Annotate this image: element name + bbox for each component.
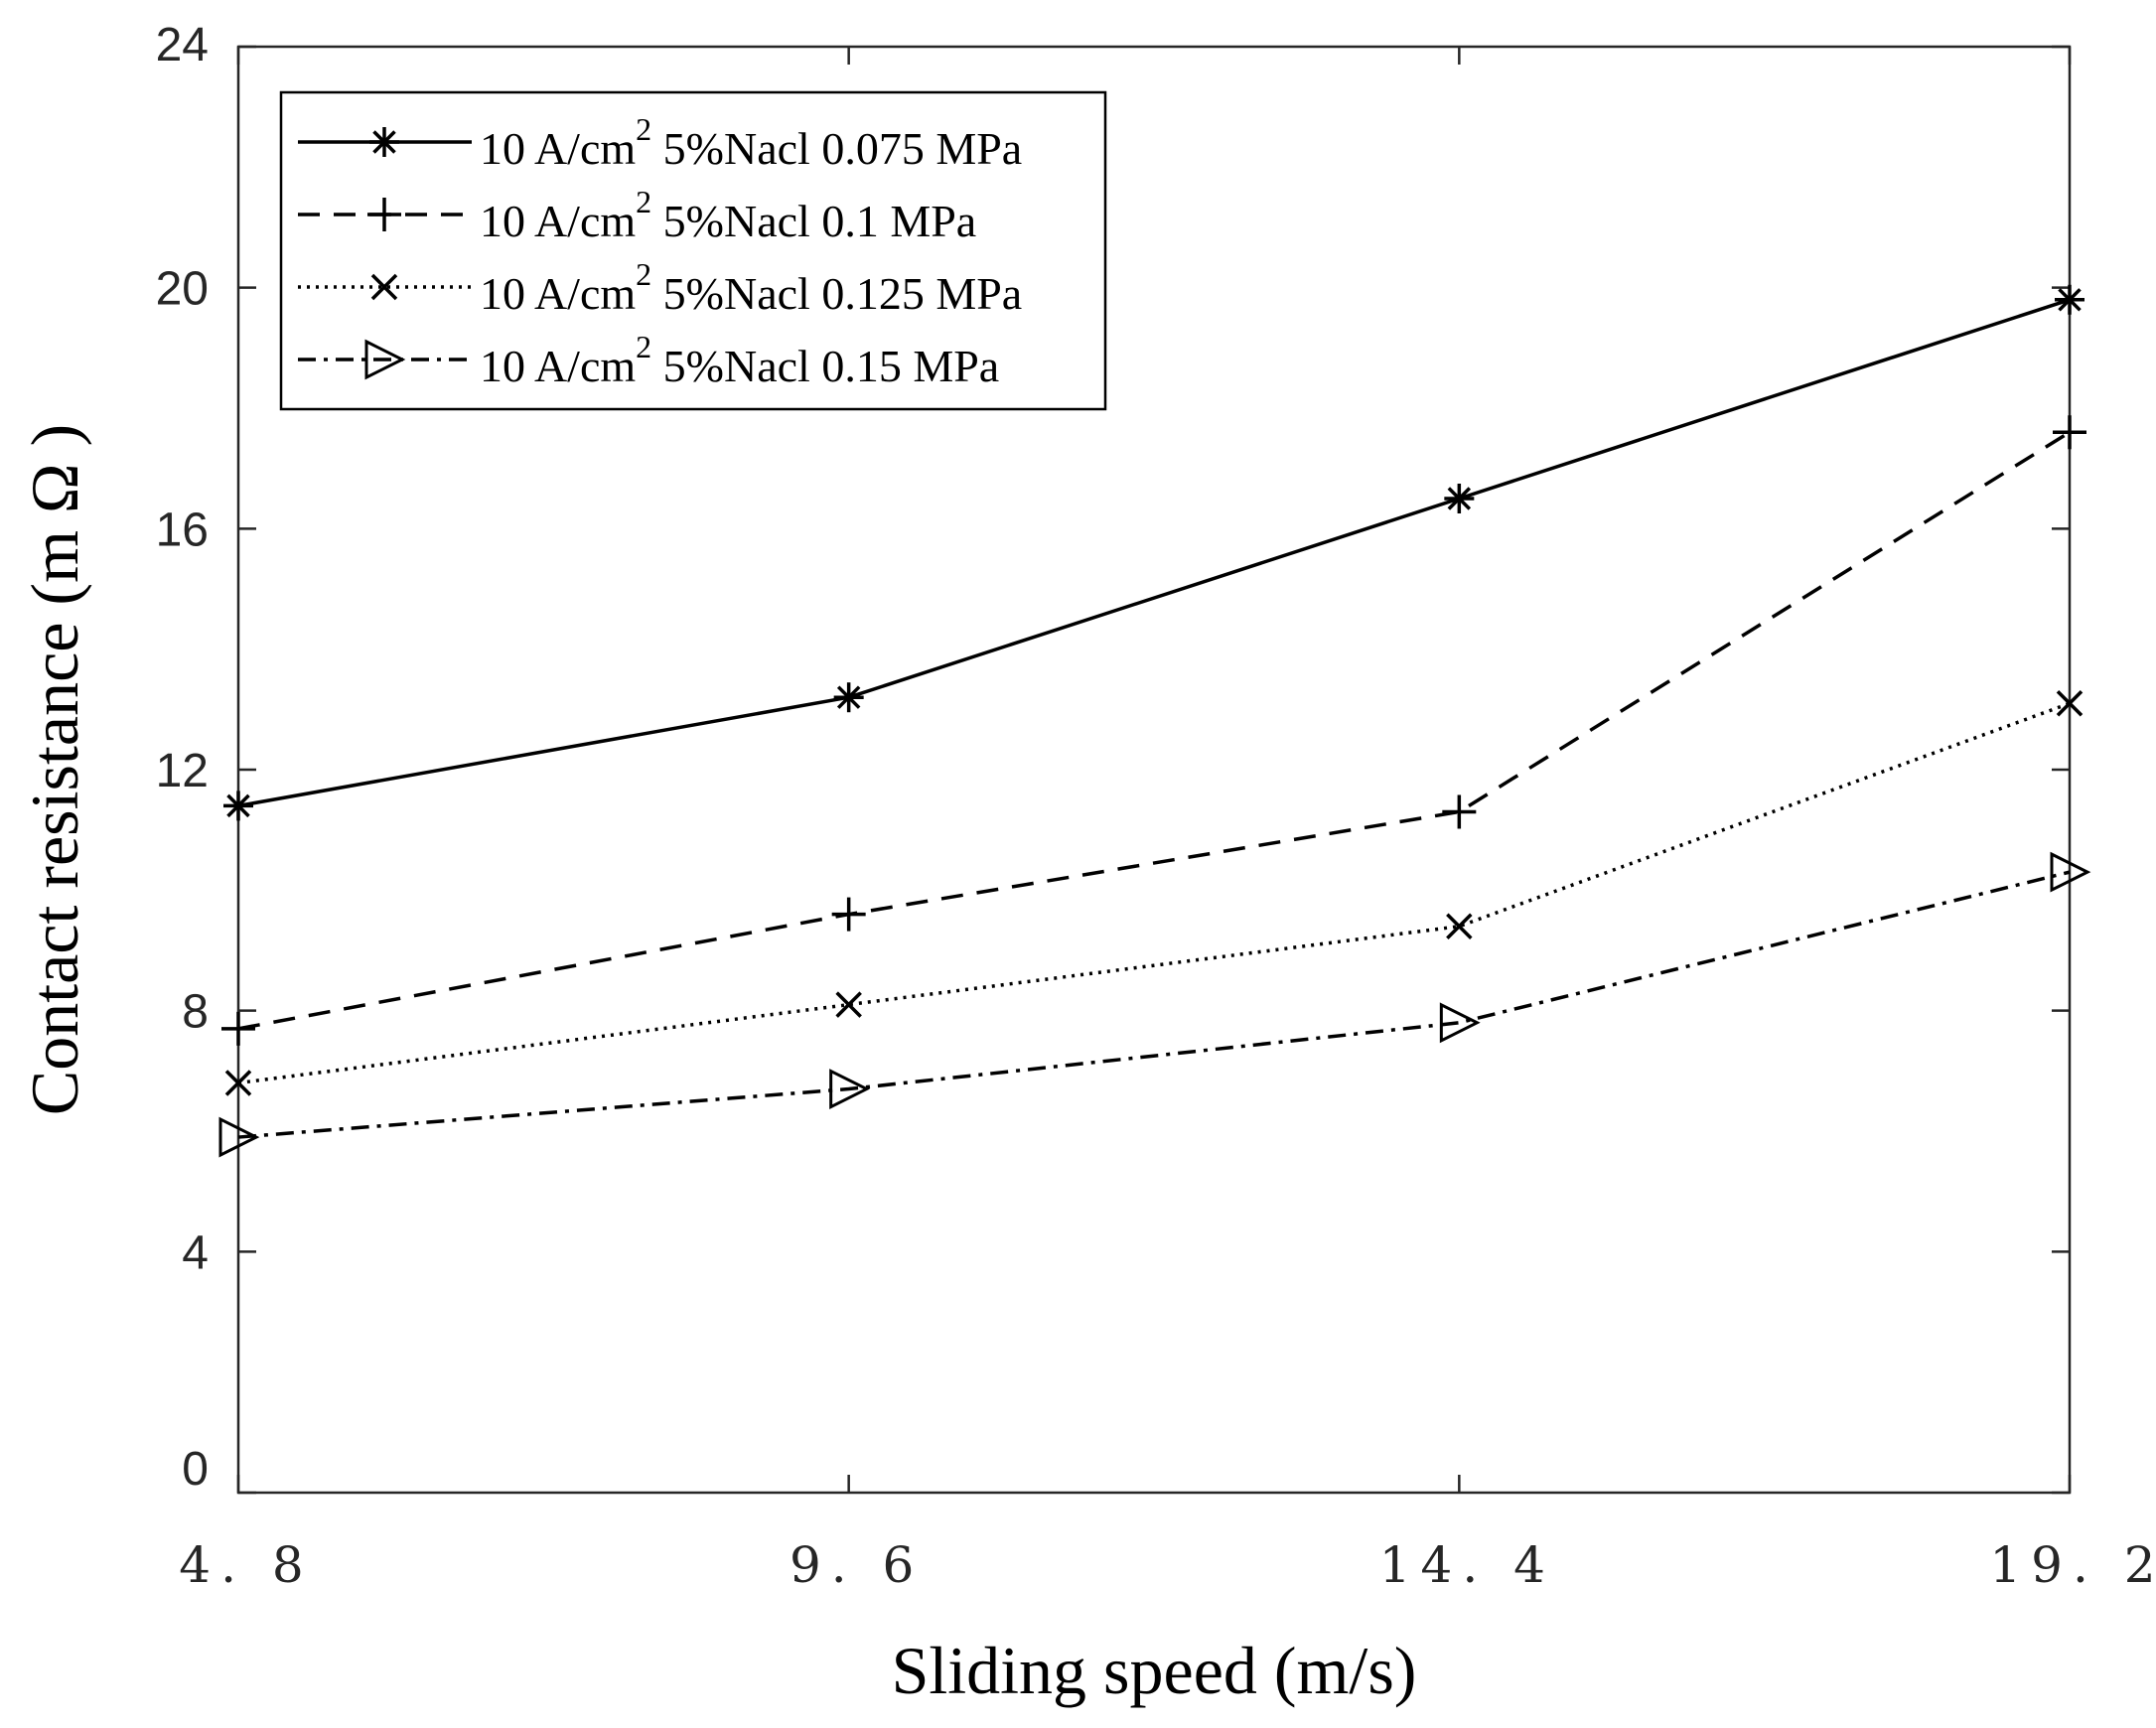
marker-triangle-right	[829, 1069, 871, 1109]
marker-x	[1446, 913, 1473, 939]
marker-plus	[221, 1011, 255, 1046]
legend-entry: 10 A/cm2 5%Nacl 0.075 MPa	[298, 111, 1022, 174]
x-tick-label: 19. 2	[1989, 1536, 2156, 1594]
y-tick-label: 4	[182, 1226, 209, 1279]
marker-plus	[831, 897, 866, 932]
x-axis: 4. 8 9. 6 14. 4 19. 2	[179, 47, 2156, 1594]
marker-plus	[367, 198, 401, 231]
legend-label-suffix: 5%Nacl 0.15 MPa	[651, 341, 999, 391]
marker-x	[835, 991, 862, 1018]
legend-label: 10 A/cm2 5%Nacl 0.075 MPa	[480, 111, 1022, 174]
series-layer	[218, 284, 2091, 1158]
legend-label-prefix: 10 A/cm	[480, 268, 636, 319]
series-line	[237, 870, 2071, 1139]
series-asterisk	[223, 284, 2084, 821]
marker-plus	[2053, 415, 2086, 450]
legend-label: 10 A/cm2 5%Nacl 0.15 MPa	[480, 329, 999, 391]
legend-label-superscript: 2	[636, 184, 651, 219]
marker-asterisk	[369, 127, 399, 157]
x-axis-title: Sliding speed (m/s)	[892, 1633, 1417, 1708]
legend-label-superscript: 2	[636, 111, 651, 147]
y-axis-title: Contact resistance (m Ω )	[17, 424, 92, 1115]
legend-label-superscript: 2	[636, 256, 651, 292]
legend-label-suffix: 5%Nacl 0.1 MPa	[651, 196, 976, 246]
legend-entry: 10 A/cm2 5%Nacl 0.1 MPa	[298, 184, 976, 246]
marker-asterisk	[2055, 284, 2084, 315]
y-tick-label: 24	[156, 19, 209, 72]
y-tick-label: 12	[156, 745, 209, 797]
y-tick-label: 16	[156, 504, 209, 556]
legend-label-suffix: 5%Nacl 0.125 MPa	[651, 268, 1022, 319]
legend-label: 10 A/cm2 5%Nacl 0.125 MPa	[480, 256, 1022, 319]
marker-plus	[1442, 794, 1477, 829]
legend-label: 10 A/cm2 5%Nacl 0.1 MPa	[480, 184, 976, 246]
y-axis: 0 4 8 12 16 20 24	[156, 19, 2070, 1496]
marker-x	[370, 273, 398, 301]
legend-label-prefix: 10 A/cm	[480, 123, 636, 174]
legend-box	[279, 90, 1107, 411]
series-plus	[221, 415, 2086, 1046]
series-line	[237, 298, 2071, 808]
x-tick-label: 14. 4	[1379, 1536, 1555, 1594]
legend-label-prefix: 10 A/cm	[480, 196, 636, 246]
y-tick-label: 0	[182, 1443, 209, 1496]
legend-entry: 10 A/cm2 5%Nacl 0.125 MPa	[298, 256, 1022, 319]
marker-x	[224, 1070, 252, 1096]
series-x	[224, 690, 2084, 1096]
marker-triangle-right	[364, 339, 406, 380]
marker-asterisk	[833, 682, 864, 713]
x-tick-label: 9. 6	[790, 1536, 924, 1594]
legend-label-superscript: 2	[636, 329, 651, 364]
y-tick-label: 20	[156, 263, 209, 316]
marker-x	[2056, 690, 2084, 717]
marker-asterisk	[1444, 484, 1475, 513]
marker-triangle-right	[2050, 851, 2091, 893]
marker-asterisk	[223, 791, 253, 821]
marker-triangle-right	[1439, 1002, 1481, 1044]
legend-entry: 10 A/cm2 5%Nacl 0.15 MPa	[298, 329, 999, 391]
marker-triangle-right	[218, 1116, 260, 1158]
legend-label-prefix: 10 A/cm	[480, 341, 636, 391]
legend-label-suffix: 5%Nacl 0.075 MPa	[651, 123, 1022, 174]
series-line	[237, 430, 2071, 1031]
series-line	[237, 701, 2071, 1085]
y-tick-label: 8	[182, 986, 209, 1039]
series-triangle-right	[218, 851, 2091, 1158]
x-tick-label: 4. 8	[179, 1536, 313, 1594]
